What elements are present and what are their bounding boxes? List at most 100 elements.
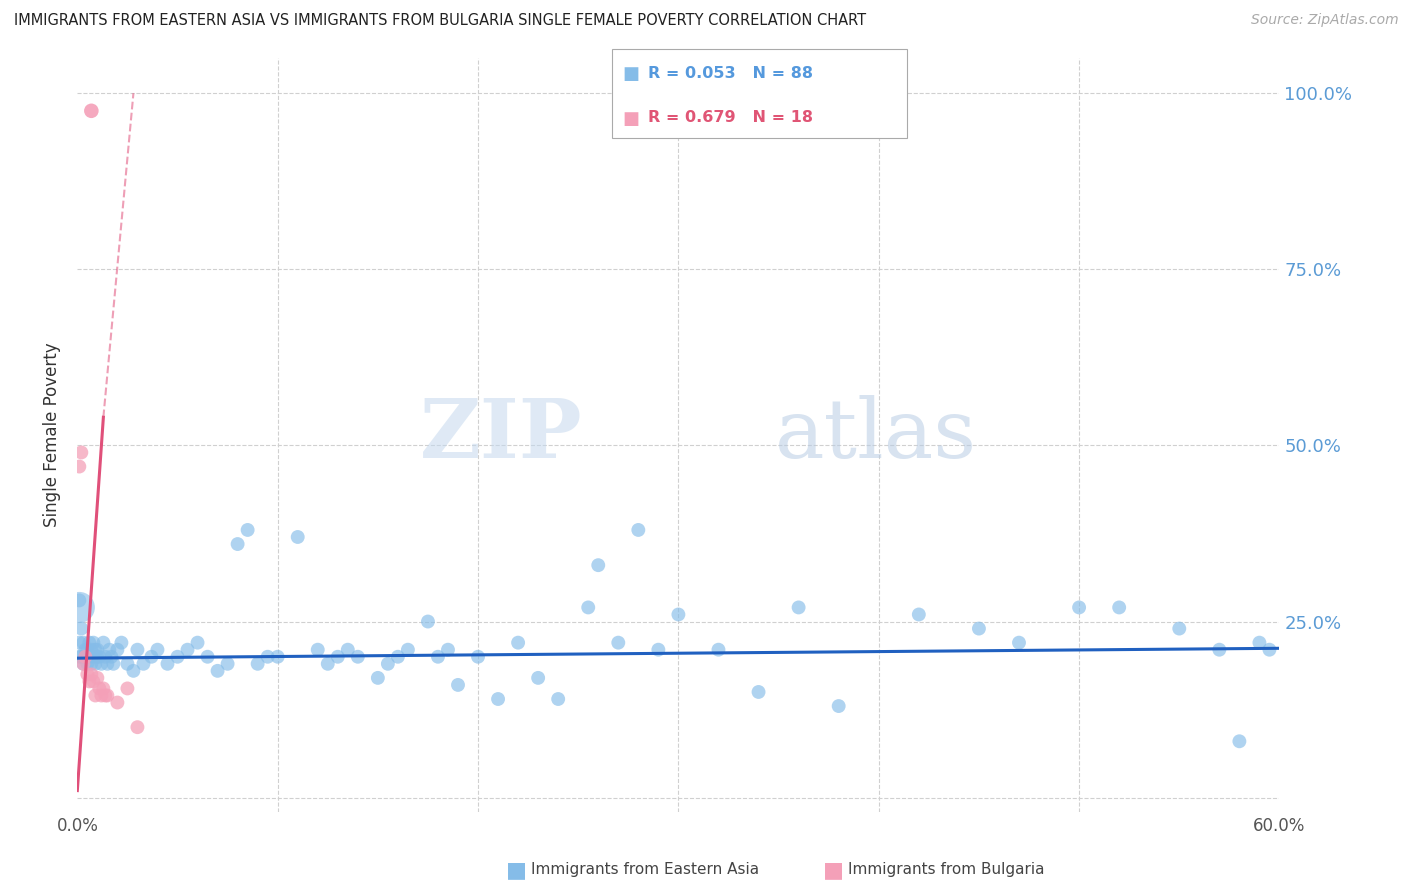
Point — [93, 681, 115, 696]
Point — [1229, 734, 1251, 748]
Point — [84, 657, 107, 671]
Point — [86, 649, 108, 664]
Point — [93, 635, 115, 649]
Point — [67, 459, 90, 474]
Point — [72, 657, 94, 671]
Point — [80, 642, 103, 657]
Point — [80, 103, 103, 118]
Point — [75, 649, 97, 664]
Point — [267, 649, 290, 664]
Point — [307, 642, 329, 657]
Point — [967, 622, 990, 636]
Point — [1168, 622, 1191, 636]
Point — [627, 523, 650, 537]
Point — [127, 642, 149, 657]
Point — [197, 649, 219, 664]
Point — [79, 635, 101, 649]
Text: IMMIGRANTS FROM EASTERN ASIA VS IMMIGRANTS FROM BULGARIA SINGLE FEMALE POVERTY C: IMMIGRANTS FROM EASTERN ASIA VS IMMIGRAN… — [14, 13, 866, 29]
Point — [94, 689, 117, 703]
Point — [217, 657, 239, 671]
Point — [256, 649, 278, 664]
Point — [647, 642, 669, 657]
Text: Source: ZipAtlas.com: Source: ZipAtlas.com — [1251, 13, 1399, 28]
Point — [787, 600, 810, 615]
Point — [82, 635, 104, 649]
Text: ■: ■ — [823, 860, 844, 880]
Point — [90, 657, 112, 671]
Point — [427, 649, 450, 664]
Point — [75, 642, 97, 657]
Point — [396, 642, 419, 657]
Point — [84, 642, 107, 657]
Point — [1249, 635, 1271, 649]
Point — [100, 649, 122, 664]
Point — [82, 649, 104, 664]
Point — [84, 689, 107, 703]
Point — [67, 649, 90, 664]
Point — [908, 607, 931, 622]
Point — [67, 593, 90, 607]
Point — [437, 642, 460, 657]
Point — [117, 681, 139, 696]
Point — [447, 678, 470, 692]
Point — [547, 692, 569, 706]
Point — [96, 657, 118, 671]
Point — [467, 649, 489, 664]
Text: ■: ■ — [623, 65, 640, 83]
Point — [326, 649, 349, 664]
Point — [166, 649, 188, 664]
Point — [79, 674, 101, 689]
Point — [508, 635, 530, 649]
Point — [122, 664, 145, 678]
Point — [127, 720, 149, 734]
Point — [576, 600, 599, 615]
Y-axis label: Single Female Poverty: Single Female Poverty — [44, 343, 62, 527]
Point — [79, 649, 101, 664]
Point — [588, 558, 610, 573]
Point — [117, 657, 139, 671]
Point — [75, 649, 97, 664]
Point — [287, 530, 309, 544]
Text: atlas: atlas — [775, 395, 977, 475]
Text: ■: ■ — [623, 110, 640, 128]
Point — [748, 685, 770, 699]
Point — [1108, 600, 1130, 615]
Point — [246, 657, 269, 671]
Point — [76, 642, 98, 657]
Point — [416, 615, 439, 629]
Point — [94, 649, 117, 664]
Point — [828, 699, 851, 714]
Point — [607, 635, 630, 649]
Point — [80, 667, 103, 681]
Point — [527, 671, 550, 685]
Point — [90, 689, 112, 703]
Point — [486, 692, 509, 706]
Point — [107, 696, 129, 710]
Text: ZIP: ZIP — [419, 395, 582, 475]
Point — [70, 445, 93, 459]
Point — [70, 649, 93, 664]
Point — [377, 657, 399, 671]
Point — [176, 642, 198, 657]
Point — [67, 600, 90, 615]
Point — [141, 649, 163, 664]
Point — [1258, 642, 1281, 657]
Point — [387, 649, 409, 664]
Text: R = 0.053   N = 88: R = 0.053 N = 88 — [648, 66, 813, 80]
Point — [146, 642, 169, 657]
Point — [107, 642, 129, 657]
Point — [1208, 642, 1230, 657]
Point — [367, 671, 389, 685]
Point — [86, 671, 108, 685]
Point — [347, 649, 370, 664]
Point — [86, 642, 108, 657]
Text: ■: ■ — [506, 860, 527, 880]
Point — [82, 674, 104, 689]
Point — [132, 657, 155, 671]
Point — [80, 657, 103, 671]
Point — [1008, 635, 1031, 649]
Point — [226, 537, 249, 551]
Point — [316, 657, 339, 671]
Point — [336, 642, 359, 657]
Text: R = 0.679   N = 18: R = 0.679 N = 18 — [648, 111, 813, 125]
